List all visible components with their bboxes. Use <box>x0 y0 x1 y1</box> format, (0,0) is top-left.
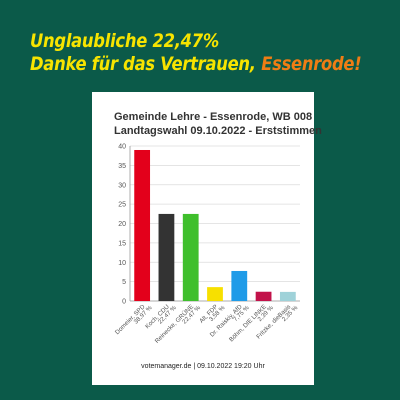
chart-card: Gemeinde Lehre - Essenrode, WB 008 Landt… <box>92 92 322 385</box>
headline-line1: Unglaubliche 22,47% <box>30 30 220 52</box>
y-tick-label: 10 <box>118 260 126 267</box>
chart-footer: votemanager.de | 09.10.2022 19:20 Uhr <box>141 363 265 370</box>
y-tick-label: 30 <box>118 182 126 189</box>
y-tick-label: 35 <box>118 163 126 170</box>
y-tick-label: 20 <box>118 221 126 228</box>
headline-line2: Danke für das Vertrauen, Essenrode! <box>30 53 362 76</box>
bar <box>134 149 151 301</box>
y-tick-label: 0 <box>122 299 126 306</box>
bar <box>255 291 272 301</box>
chart-title-block: Gemeinde Lehre - Essenrode, WB 008 Landt… <box>114 110 322 138</box>
y-tick-label: 5 <box>122 279 126 286</box>
bar <box>207 287 223 301</box>
headline-place-name: Essenrode! <box>261 53 362 75</box>
bar <box>158 213 175 301</box>
bar <box>182 213 199 301</box>
bar <box>279 291 296 301</box>
headline: Unglaubliche 22,47% Danke für das Vertra… <box>30 30 362 76</box>
y-tick-label: 15 <box>118 240 126 247</box>
bar <box>231 270 248 301</box>
chart-title: Gemeinde Lehre - Essenrode, WB 008 <box>114 111 313 123</box>
headline-line2-prefix: Danke für das Vertrauen, <box>30 53 262 75</box>
chart-subtitle: Landtagswahl 09.10.2022 - Erststimmen <box>114 125 322 137</box>
y-tick-label: 25 <box>118 202 126 209</box>
y-tick-label: 40 <box>118 144 126 151</box>
